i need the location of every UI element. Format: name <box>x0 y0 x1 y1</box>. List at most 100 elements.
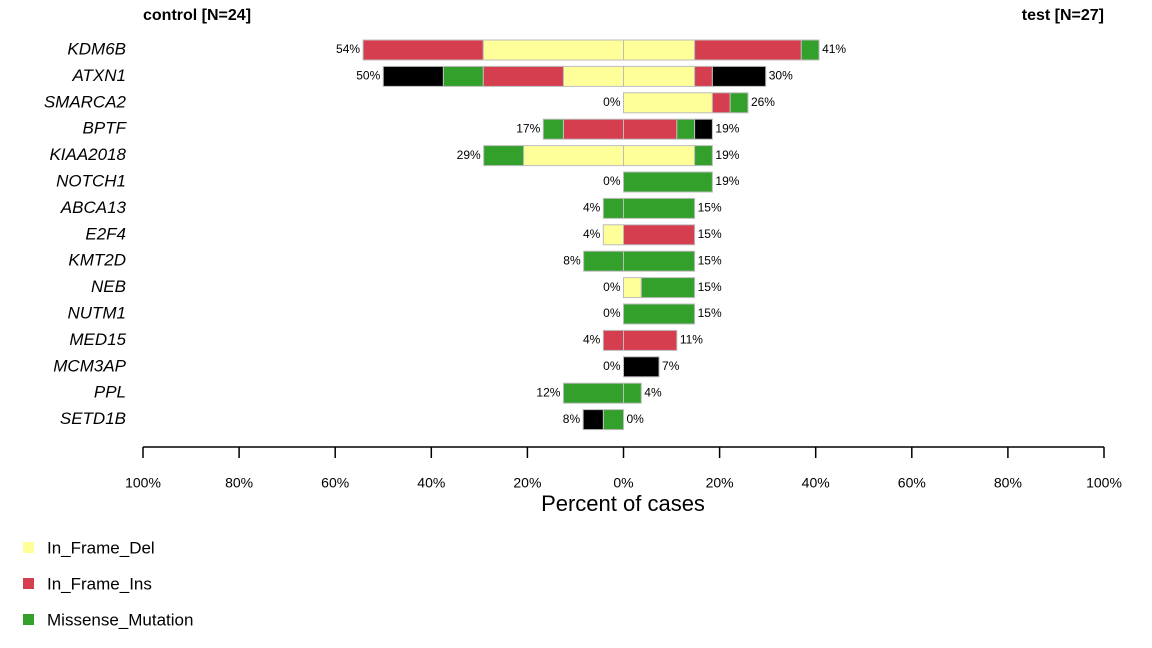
bar-segment <box>711 92 731 114</box>
gene-label: E2F4 <box>85 224 126 243</box>
bar-segment <box>583 250 625 272</box>
gene-label: KIAA2018 <box>49 145 126 164</box>
percent-label: 8% <box>563 253 581 267</box>
percent-label: 19% <box>715 148 739 162</box>
percent-label: 15% <box>698 306 722 320</box>
gene-label: MCM3AP <box>53 356 126 375</box>
x-tick-label: 60% <box>321 475 349 491</box>
percent-label: 54% <box>336 42 360 56</box>
bar-segment <box>623 303 696 325</box>
percent-label: 41% <box>822 42 846 56</box>
bar-segment <box>676 118 696 140</box>
x-tick-label: 80% <box>994 475 1022 491</box>
percent-label: 11% <box>680 333 703 347</box>
bar-segment <box>694 118 713 140</box>
percent-label: 0% <box>603 359 621 373</box>
bar-segment <box>623 382 642 404</box>
gene-label: SETD1B <box>60 409 126 428</box>
bar-segment <box>694 65 713 87</box>
bar-segment <box>623 250 696 272</box>
gene-label: NOTCH1 <box>56 171 126 190</box>
bar-segment <box>542 118 564 140</box>
percent-label: 15% <box>698 253 722 267</box>
bar-segment <box>442 65 484 87</box>
gene-label: MED15 <box>69 330 126 349</box>
bar-segment <box>602 409 624 431</box>
left-title: control [N=24] <box>143 7 251 24</box>
x-tick-label: 80% <box>225 475 253 491</box>
percent-label: 8% <box>563 412 581 426</box>
bar-segment <box>602 224 624 246</box>
legend-label: In_Frame_Del <box>47 538 155 557</box>
legend-swatch <box>23 578 34 589</box>
bar-segment <box>623 118 678 140</box>
bar-segment <box>623 277 642 299</box>
percent-label: 0% <box>603 95 621 109</box>
bar-segment <box>623 356 660 378</box>
bar-segment <box>523 145 625 167</box>
percent-label: 26% <box>751 95 775 109</box>
bar-segment <box>483 145 525 167</box>
percent-label: 15% <box>698 280 722 294</box>
percent-label: 7% <box>662 359 680 373</box>
percent-label: 17% <box>516 121 540 135</box>
legend-swatch <box>23 614 34 625</box>
bar-segment <box>482 39 624 61</box>
bar-segment <box>800 39 820 61</box>
bar-segment <box>562 382 624 404</box>
legend-label: In_Frame_Ins <box>47 574 152 593</box>
percent-label: 19% <box>715 121 739 135</box>
bar-segment <box>623 171 713 193</box>
percent-label: 0% <box>603 280 621 294</box>
percent-label: 15% <box>698 227 722 241</box>
right-title: test [N=27] <box>1022 7 1104 24</box>
gene-label: ABCA13 <box>60 198 127 217</box>
x-axis-title: Percent of cases <box>541 491 705 516</box>
x-tick-label: 20% <box>513 475 541 491</box>
bar-segment <box>482 65 564 87</box>
gene-label: ATXN1 <box>71 66 126 85</box>
gene-label: PPL <box>94 383 126 402</box>
bar-segment <box>362 39 484 61</box>
percent-label: 15% <box>698 201 722 215</box>
gene-label: NUTM1 <box>67 303 126 322</box>
x-tick-label: 0% <box>613 475 633 491</box>
bar-segment <box>623 92 713 114</box>
bar-segment <box>562 118 624 140</box>
bar-segment <box>640 277 696 299</box>
bar-segment <box>602 329 624 351</box>
legend-swatch <box>23 542 34 553</box>
bar-segment <box>623 145 696 167</box>
bar-segment <box>711 65 767 87</box>
gene-label: SMARCA2 <box>44 92 127 111</box>
bar-segment <box>623 39 696 61</box>
x-tick-label: 100% <box>125 475 161 491</box>
bar-segment <box>623 224 696 246</box>
bar-segment <box>602 197 624 219</box>
bar-segment <box>582 409 604 431</box>
percent-label: 0% <box>603 174 621 188</box>
gene-label: KMT2D <box>68 251 126 270</box>
percent-label: 0% <box>627 412 645 426</box>
percent-label: 29% <box>457 148 481 162</box>
bar-segment <box>694 39 802 61</box>
gene-label: NEB <box>91 277 126 296</box>
bar-segment <box>382 65 444 87</box>
percent-label: 4% <box>583 201 601 215</box>
bar-segment <box>623 197 696 219</box>
bar-segment <box>623 65 696 87</box>
percent-label: 50% <box>356 69 380 83</box>
percent-label: 4% <box>644 385 662 399</box>
x-tick-label: 40% <box>417 475 445 491</box>
x-tick-label: 20% <box>706 475 734 491</box>
gene-label: BPTF <box>83 119 128 138</box>
bar-segment <box>623 329 678 351</box>
percent-label: 0% <box>603 306 621 320</box>
x-tick-label: 40% <box>802 475 830 491</box>
bar-segment <box>729 92 749 114</box>
percent-label: 30% <box>769 69 793 83</box>
gene-label: KDM6B <box>67 39 126 58</box>
percent-label: 12% <box>536 385 560 399</box>
x-tick-label: 100% <box>1086 475 1122 491</box>
